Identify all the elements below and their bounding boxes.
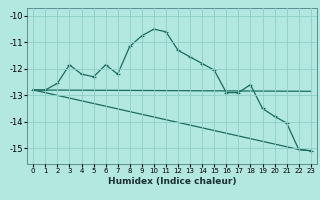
X-axis label: Humidex (Indice chaleur): Humidex (Indice chaleur)	[108, 177, 236, 186]
